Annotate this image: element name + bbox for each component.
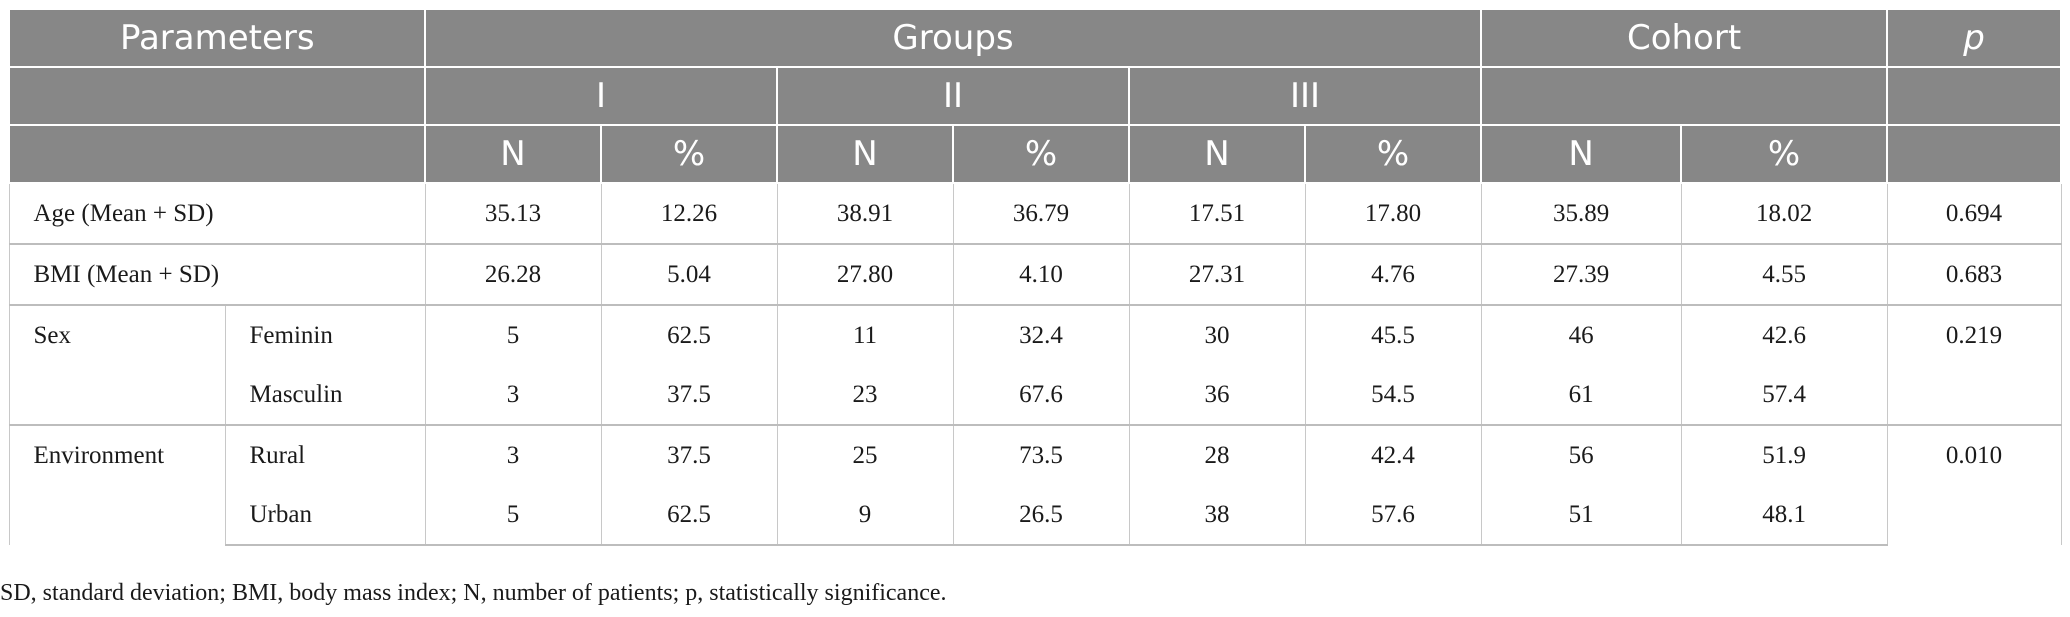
cell: 56 [1480,424,1682,485]
cell: 3 [424,365,602,425]
cell: 62.5 [600,485,778,546]
header-p-blank [1886,124,2062,184]
cell: 67.6 [952,365,1130,425]
cell: 42.4 [1304,424,1482,485]
cell: 4.76 [1304,243,1482,305]
header-blank [7,124,427,184]
cell: 5.04 [600,243,778,305]
cell: 30 [1128,304,1306,365]
row-label: Environment [8,424,226,545]
header-cohort-blank [1480,66,1889,126]
cell: 38.91 [776,182,954,244]
header-blank [7,66,427,126]
cell: 27.80 [776,243,954,305]
header-row-3: N % N % N % N % [7,124,2062,184]
cell: 45.5 [1304,304,1482,365]
cell: 5 [424,304,602,365]
cell: 12.26 [600,182,778,244]
sub-label: Masculin [224,365,426,425]
header-n: N [1128,124,1307,184]
table-row-environment-urban: Urban 5 62.5 9 26.5 38 57.6 51 48.1 [9,485,2061,546]
table-container: Parameters Groups Cohort p I II III N % … [7,8,2062,546]
cell: 4.55 [1680,243,1888,305]
cell: 4.10 [952,243,1130,305]
table-footnote: SD, standard deviation; BMI, body mass i… [0,580,947,606]
cell: 51.9 [1680,424,1888,485]
header-row-2: I II III [7,66,2062,126]
table-row-sex-masculin: Masculin 3 37.5 23 67.6 36 54.5 61 57.4 [9,365,2061,425]
cell: 27.39 [1480,243,1682,305]
header-group-2: II [776,66,1131,126]
cell: 46 [1480,304,1682,365]
cell: 11 [776,304,954,365]
row-label: Sex [8,304,226,425]
header-pct: % [1680,124,1889,184]
p-value: 0.219 [1886,304,2062,425]
table-row-environment-rural: Environment Rural 3 37.5 25 73.5 28 42.4… [8,424,2062,545]
cell: 48.1 [1680,485,1888,546]
p-value: 0.010 [1886,424,2062,545]
cell: 27.31 [1128,243,1306,305]
cell: 37.5 [600,424,778,485]
cell: 28 [1128,424,1306,485]
p-value: 0.694 [1886,182,2062,244]
cell: 32.4 [952,304,1130,365]
cell: 18.02 [1680,182,1888,244]
cell: 17.80 [1304,182,1482,244]
cell: 42.6 [1680,304,1888,365]
table-row-age: Age (Mean + SD) 35.13 12.26 38.91 36.79 … [8,182,2062,244]
header-group-3: III [1128,66,1483,126]
cell: 36.79 [952,182,1130,244]
cell: 57.6 [1304,485,1482,546]
sub-label: Urban [224,485,426,546]
cell: 54.5 [1304,365,1482,425]
cell: 23 [776,365,954,425]
header-n: N [424,124,603,184]
cell: 26.28 [424,243,602,305]
header-pct: % [600,124,779,184]
row-label: Age (Mean + SD) [8,182,426,244]
header-n: N [776,124,955,184]
sub-label: Feminin [224,304,426,365]
cell: 3 [424,424,602,485]
row-label: BMI (Mean + SD) [8,243,426,305]
cell: 38 [1128,485,1306,546]
cell: 37.5 [600,365,778,425]
cell: 9 [776,485,954,546]
header-group-1: I [424,66,779,126]
cell: 62.5 [600,304,778,365]
header-pct: % [952,124,1131,184]
cell: 73.5 [952,424,1130,485]
header-p-blank [1886,66,2062,126]
p-value: 0.683 [1886,243,2062,305]
header-p: p [1886,8,2062,68]
cell: 5 [424,485,602,546]
header-groups: Groups [424,8,1483,68]
patient-characteristics-table: Parameters Groups Cohort p I II III N % … [7,8,2062,546]
cell: 17.51 [1128,182,1306,244]
header-cohort: Cohort [1480,8,1889,68]
cell: 25 [776,424,954,485]
cell: 36 [1128,365,1306,425]
table-row-sex-feminin: Sex Feminin 5 62.5 11 32.4 30 45.5 46 42… [8,304,2062,425]
cell: 26.5 [952,485,1130,546]
header-n: N [1480,124,1683,184]
table-row-bmi: BMI (Mean + SD) 26.28 5.04 27.80 4.10 27… [8,243,2062,305]
cell: 57.4 [1680,365,1888,425]
cell: 35.89 [1480,182,1682,244]
header-parameters: Parameters [7,8,427,68]
cell: 51 [1480,485,1682,546]
cell: 61 [1480,365,1682,425]
header-pct: % [1304,124,1483,184]
header-row-1: Parameters Groups Cohort p [7,8,2062,68]
sub-label: Rural [224,424,426,485]
cell: 35.13 [424,182,602,244]
